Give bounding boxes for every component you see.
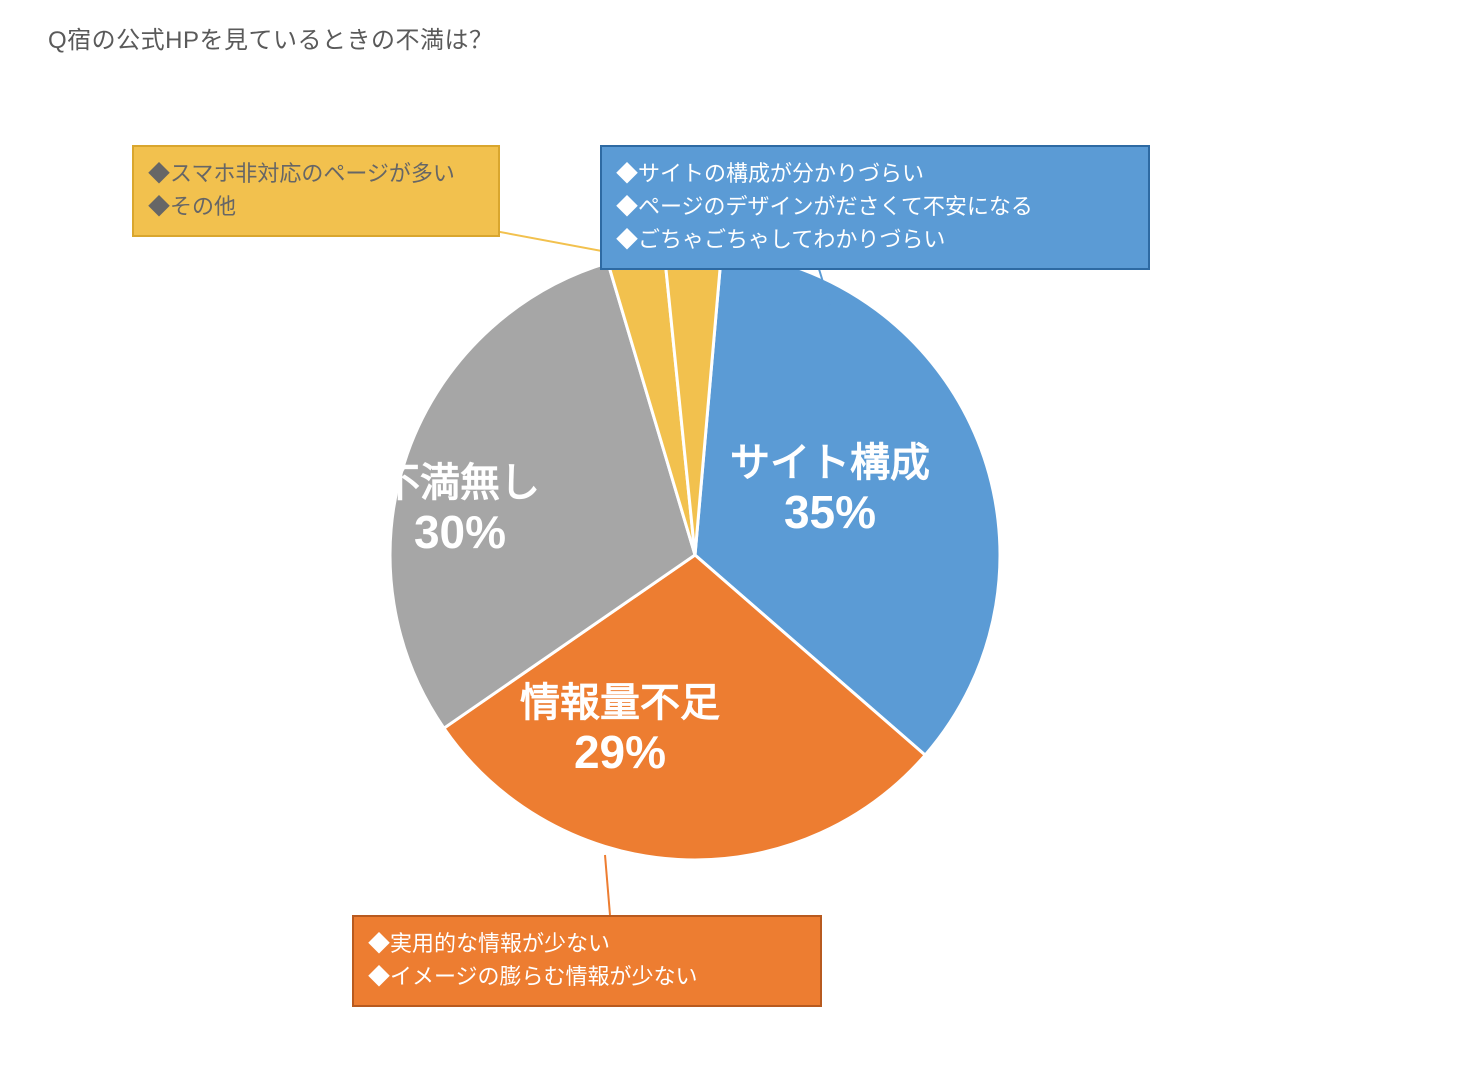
callout-line: ◆スマホ非対応のページが多い [148, 157, 484, 190]
callout-line: ◆その他 [148, 190, 484, 223]
callout-line: ◆ページのデザインがださくて不安になる [616, 190, 1134, 223]
callout-line: ◆実用的な情報が少ない [368, 927, 806, 960]
callout-leader-info-lack [605, 855, 610, 915]
page: Q宿の公式HPを見ているときの不満は？ サイト構成35%◆サイトの構成が分かりづ… [0, 0, 1464, 1074]
callout-line: ◆ごちゃごちゃしてわかりづらい [616, 223, 1134, 256]
callout-site-structure: ◆サイトの構成が分かりづらい◆ページのデザインがださくて不安になる◆ごちゃごちゃ… [600, 145, 1150, 270]
callout-line: ◆サイトの構成が分かりづらい [616, 157, 1134, 190]
callout-other: ◆スマホ非対応のページが多い◆その他 [132, 145, 500, 237]
callout-line: ◆イメージの膨らむ情報が少ない [368, 960, 806, 993]
pie-chart: サイト構成35%◆サイトの構成が分かりづらい◆ページのデザインがださくて不安にな… [0, 0, 1464, 1074]
callout-info-lack: ◆実用的な情報が少ない◆イメージの膨らむ情報が少ない [352, 915, 822, 1007]
